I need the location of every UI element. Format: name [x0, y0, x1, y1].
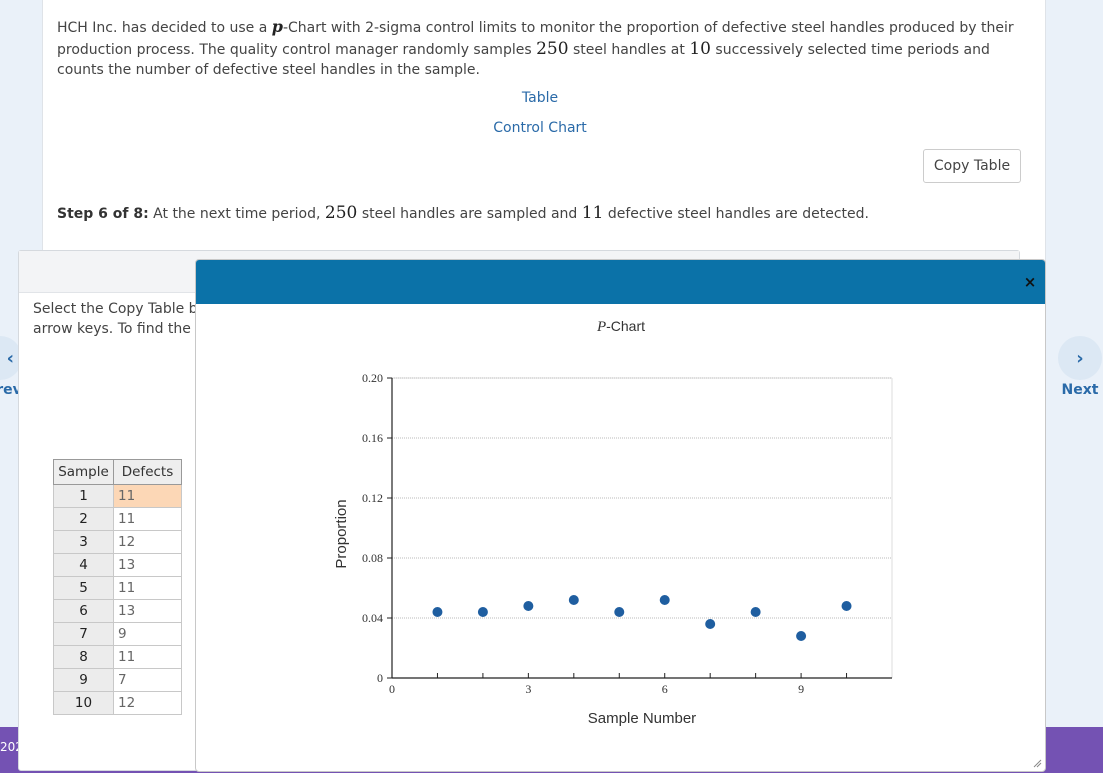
y-tick-label: 0.08: [362, 551, 383, 565]
sample-cell[interactable]: 4: [53, 553, 114, 577]
step-text-part: defective steel handles are detected.: [603, 206, 869, 222]
y-tick-label: 0.12: [362, 491, 383, 505]
table-row: 6 13: [53, 599, 182, 623]
defects-cell[interactable]: 12: [113, 530, 182, 554]
problem-text: steel handles at: [568, 41, 690, 58]
axis-layer: [391, 378, 892, 679]
defects-cell[interactable]: 11: [113, 507, 182, 531]
prev-label[interactable]: Prev: [0, 382, 22, 398]
data-point: [432, 607, 443, 617]
sample-cell[interactable]: 5: [53, 576, 114, 600]
defects-cell[interactable]: 11: [113, 484, 182, 508]
defects-cell[interactable]: 13: [113, 599, 182, 623]
y-tick-label: 0.20: [362, 371, 383, 385]
problem-statement: HCH Inc. has decided to use a p-Chart wi…: [57, 17, 1027, 81]
close-icon[interactable]: ×: [1023, 273, 1037, 291]
step-sample-size: 250: [324, 203, 358, 223]
table-row: 10 12: [53, 691, 182, 715]
x-tick-label: 9: [798, 682, 804, 696]
y-tick-label: 0: [377, 671, 383, 685]
step-label: Step 6 of 8:: [57, 206, 149, 222]
problem-text: HCH Inc. has decided to use a: [57, 20, 272, 36]
defects-cell[interactable]: 9: [113, 622, 182, 646]
x-tick-label: 6: [662, 682, 668, 696]
defects-cell[interactable]: 11: [113, 645, 182, 669]
step-text-part: At the next time period,: [148, 206, 325, 222]
data-point: [841, 601, 852, 611]
sample-cell[interactable]: 9: [53, 668, 114, 692]
copy-table-button[interactable]: Copy Table: [923, 149, 1021, 183]
chevron-right-icon: ›: [1076, 347, 1084, 369]
footer-year: 202: [0, 740, 23, 754]
sample-cell[interactable]: 6: [53, 599, 114, 623]
sample-size: 250: [536, 38, 569, 59]
grid-layer: [392, 377, 893, 678]
chart-title-rest: -Chart: [606, 318, 645, 334]
defects-cell[interactable]: 7: [113, 668, 182, 692]
data-point: [659, 595, 670, 605]
y-tick-label: 0.16: [362, 431, 383, 445]
sample-cell[interactable]: 10: [53, 691, 114, 715]
chart-title-italic: P: [596, 319, 606, 335]
chart-title: P-Chart: [596, 318, 645, 335]
chevron-left-icon: ‹: [6, 347, 14, 369]
table-instructions: Select the Copy Table bu arrow keys. To …: [33, 299, 533, 339]
table-row: 5 11: [53, 576, 182, 600]
sample-cell[interactable]: 2: [53, 507, 114, 531]
y-axis-label: Proportion: [333, 499, 350, 568]
table-row: 3 12: [53, 530, 182, 554]
sample-cell[interactable]: 3: [53, 530, 114, 554]
prev-button[interactable]: ‹: [0, 336, 22, 380]
step-text-part: steel handles are sampled and: [357, 206, 582, 222]
defects-cell[interactable]: 11: [113, 576, 182, 600]
modal-header: ×: [196, 260, 1045, 304]
instructions-line: arrow keys. To find the a: [33, 321, 204, 337]
instructions-line: Select the Copy Table bu: [33, 301, 207, 317]
table-link[interactable]: Table: [521, 90, 559, 106]
p-chart: P-Chart 0 0.04 0.08 0.12 0.16 0.20 0 3 6 9 Sample…: [333, 318, 893, 727]
p-symbol: p: [271, 17, 283, 36]
column-header-defects: Defects: [113, 459, 182, 485]
x-tick-label: 0: [389, 682, 395, 696]
column-header-sample: Sample: [53, 459, 114, 485]
sample-cell[interactable]: 7: [53, 622, 114, 646]
x-tick-label: 3: [525, 682, 531, 696]
defects-cell[interactable]: 13: [113, 553, 182, 577]
data-point: [477, 607, 488, 617]
table-row: 8 11: [53, 645, 182, 669]
periods-count: 10: [689, 38, 711, 59]
defects-cell[interactable]: 12: [113, 691, 182, 715]
data-point: [705, 619, 716, 629]
resize-handle-icon[interactable]: [1032, 758, 1042, 768]
data-point: [796, 631, 807, 641]
data-point: [523, 601, 534, 611]
tick-layer: 0 0.04 0.08 0.12 0.16 0.20 0 3 6 9: [362, 371, 848, 696]
data-point: [614, 607, 625, 617]
step-defects: 11: [581, 203, 604, 223]
problem-text: successively selected time periods and c…: [57, 41, 990, 79]
point-layer: [432, 595, 852, 641]
data-point: [568, 595, 579, 605]
y-tick-label: 0.04: [362, 611, 383, 625]
problem-text: -Chart with 2-sigma control limits to mo…: [57, 20, 1014, 58]
x-axis-label: Sample Number: [588, 710, 696, 727]
table-row: 1 11: [53, 484, 182, 508]
data-table[interactable]: Sample Defects 1 11 2 11 3 12 4 13 5 11 6 13 7…: [53, 459, 182, 715]
table-row: 2 11: [53, 507, 182, 531]
next-label[interactable]: Next: [1061, 382, 1099, 398]
control-chart-link[interactable]: Control Chart: [493, 120, 587, 136]
step-text: Step 6 of 8: At the next time period, 25…: [57, 203, 1017, 223]
next-button[interactable]: ›: [1058, 336, 1102, 380]
sample-cell[interactable]: 1: [53, 484, 114, 508]
data-point: [750, 607, 761, 617]
table-header-row: Sample Defects: [53, 459, 182, 485]
sample-cell[interactable]: 8: [53, 645, 114, 669]
table-row: 4 13: [53, 553, 182, 577]
control-chart-modal: × P-Chart 0 0.04 0.08 0.12 0.16 0.20 0 3 6 9 Samp…: [195, 259, 1046, 772]
